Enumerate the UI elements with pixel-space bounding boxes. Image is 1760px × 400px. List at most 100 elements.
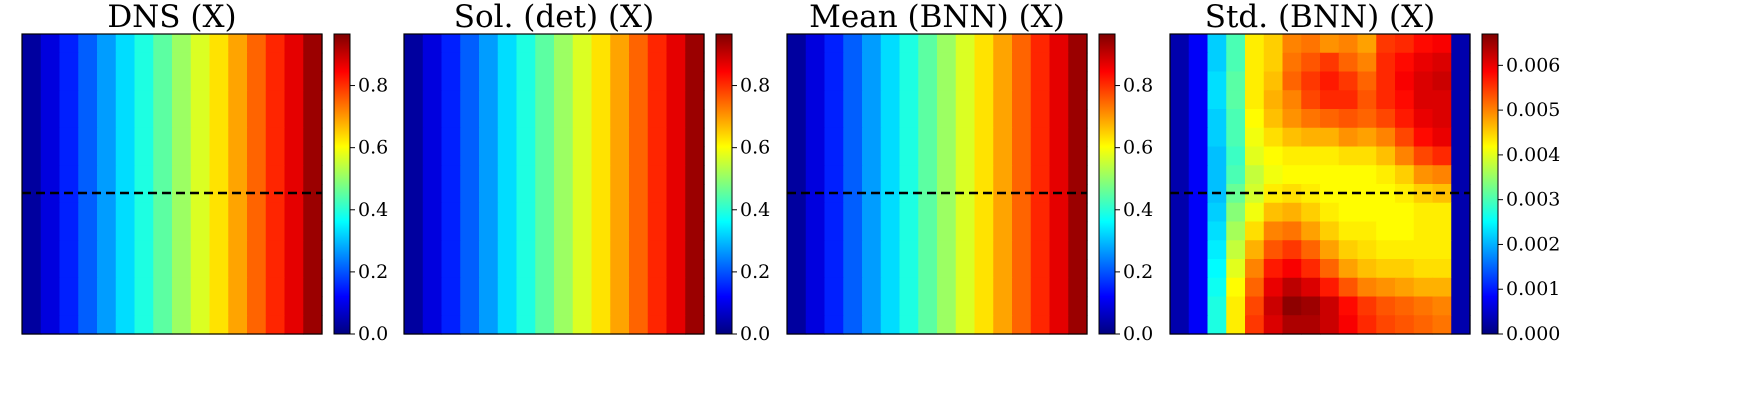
heatmap-cell — [1068, 90, 1088, 110]
heatmap-cell — [172, 146, 192, 166]
heatmap-cell — [1413, 315, 1434, 335]
heatmap-cell — [1068, 71, 1088, 91]
colorbar-frame — [333, 33, 351, 335]
heatmap-cell — [1451, 109, 1471, 129]
colorbar-tick-label: 0.0 — [1123, 323, 1153, 345]
heatmap-cell — [1320, 240, 1340, 260]
heatmap-cell — [497, 71, 518, 91]
heatmap-cell — [1395, 315, 1415, 335]
heatmap-cell — [303, 34, 323, 54]
heatmap-cell — [209, 277, 229, 298]
heatmap-cell — [843, 315, 863, 335]
heatmap-cell — [115, 315, 136, 335]
heatmap-cell — [880, 202, 901, 223]
heatmap-cell — [805, 165, 826, 185]
heatmap-cell — [97, 296, 117, 316]
heatmap-cell — [97, 315, 117, 335]
heatmap-cell — [937, 71, 957, 91]
heatmap-cell — [647, 240, 668, 260]
heatmap-cell — [647, 52, 668, 73]
heatmap-cell — [172, 90, 192, 110]
heatmap-cell — [1263, 127, 1284, 148]
heatmap-cell — [190, 71, 211, 91]
panel-title: Std. (BNN) (X) — [1205, 0, 1436, 35]
heatmap-cell — [1188, 259, 1209, 279]
heatmap-cell — [1245, 221, 1265, 241]
heatmap-cell — [78, 259, 98, 279]
heatmap-cell — [1170, 52, 1190, 73]
heatmap-cell — [554, 259, 574, 279]
heatmap-cell — [303, 127, 323, 148]
heatmap-cell — [974, 221, 994, 241]
heatmap-cell — [535, 296, 555, 316]
heatmap-cell — [1245, 34, 1265, 54]
heatmap-cell — [1068, 202, 1088, 223]
heatmap-cell — [899, 109, 919, 129]
heatmap-cell — [1170, 277, 1190, 298]
heatmap-cell — [1301, 52, 1321, 73]
heatmap-cell — [685, 52, 705, 73]
heatmap-cell — [404, 146, 424, 166]
heatmap-cell — [1068, 277, 1088, 298]
heatmap-cell — [153, 109, 173, 129]
heatmap-cell — [1395, 221, 1415, 241]
heatmap-cell — [40, 240, 61, 260]
heatmap-cell — [460, 259, 480, 279]
heatmap-cell — [937, 315, 957, 335]
heatmap-cell — [1451, 277, 1471, 298]
heatmap-cell — [1226, 165, 1246, 185]
heatmap-cell — [228, 296, 248, 316]
heatmap-cell — [284, 315, 304, 335]
colorbar-frame — [1098, 33, 1116, 335]
heatmap-cell — [787, 109, 807, 129]
colorbar-tick-label: 0.8 — [1123, 75, 1153, 97]
heatmap-cell — [955, 165, 976, 185]
heatmap-cell — [115, 277, 136, 298]
heatmap-cell — [629, 52, 649, 73]
heatmap-cell — [993, 109, 1013, 129]
heatmap-cell — [787, 146, 807, 166]
heatmap-cell — [824, 221, 844, 241]
heatmap-cell — [134, 296, 154, 316]
heatmap-cell — [1030, 202, 1051, 223]
heatmap-cell — [1451, 315, 1471, 335]
heatmap-cell — [479, 221, 499, 241]
heatmap-cell — [1357, 146, 1377, 166]
heatmap-cell — [1049, 90, 1069, 110]
heatmap-cell — [265, 34, 286, 54]
colorbar-frame — [715, 33, 733, 335]
heatmap-cell — [441, 90, 461, 110]
heatmap-cell — [59, 165, 79, 185]
heatmap-cell — [666, 240, 686, 260]
heatmap-cell — [22, 52, 42, 73]
heatmap-cell — [78, 90, 98, 110]
heatmap-cell — [666, 296, 686, 316]
heatmap-cell — [610, 127, 630, 148]
heatmap-cell — [134, 202, 154, 223]
heatmap-cell — [843, 71, 863, 91]
heatmap-cell — [918, 90, 938, 110]
colorbar — [716, 34, 732, 334]
heatmap-cell — [97, 109, 117, 129]
heatmap-cell — [1170, 146, 1190, 166]
heatmap-cell — [404, 240, 424, 260]
heatmap-cell — [59, 109, 79, 129]
heatmap-cell — [1049, 221, 1069, 241]
heatmap-cell — [1012, 34, 1032, 54]
heatmap-cell — [153, 146, 173, 166]
heatmap-cell — [1170, 259, 1190, 279]
heatmap-cell — [97, 34, 117, 54]
heatmap-cell — [479, 259, 499, 279]
heatmap-cell — [134, 52, 154, 73]
heatmap-cell — [1049, 127, 1069, 148]
heatmap-cell — [460, 184, 480, 204]
heatmap-cell — [685, 202, 705, 223]
heatmap-cell — [1395, 34, 1415, 54]
heatmap-cell — [265, 109, 286, 129]
heatmap-cell — [824, 109, 844, 129]
heatmap-cell — [1226, 277, 1246, 298]
heatmap-cell — [1188, 165, 1209, 185]
heatmap-cell — [284, 71, 304, 91]
heatmap-cell — [172, 259, 192, 279]
heatmap-cell — [460, 34, 480, 54]
